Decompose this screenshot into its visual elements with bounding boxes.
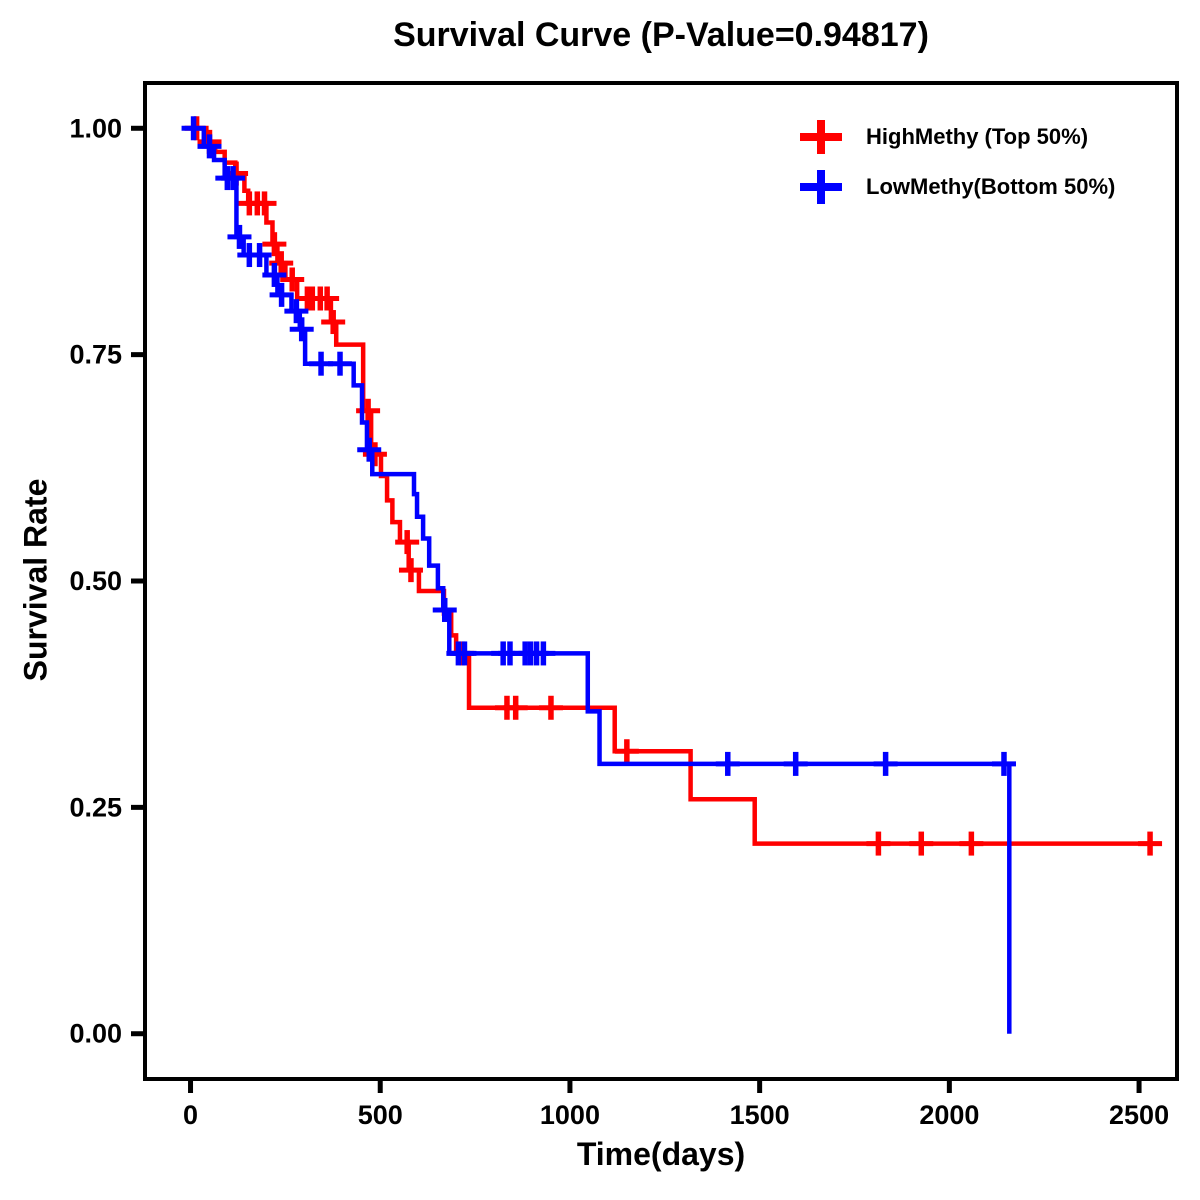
- censor-mark-lowmethy: [991, 751, 1016, 776]
- censor-mark-highmethy: [866, 831, 891, 856]
- censor-mark-lowmethy: [284, 299, 309, 324]
- censor-mark-highmethy: [398, 558, 423, 583]
- censor-mark-highmethy: [614, 739, 639, 764]
- legend-label-highmethy: HighMethy (Top 50%): [866, 124, 1089, 149]
- censor-mark-lowmethy: [452, 641, 477, 666]
- x-axis-label: Time(days): [576, 1136, 746, 1172]
- censor-mark-highmethy: [356, 398, 381, 423]
- censor-mark-lowmethy: [269, 282, 294, 307]
- survival-curve-highmethy: [184, 116, 1163, 856]
- plot-border: [143, 81, 1179, 1081]
- censor-mark-lowmethy: [715, 751, 740, 776]
- censor-mark-highmethy: [262, 232, 287, 257]
- chart-title: Survival Curve (P-Value=0.94817): [393, 16, 929, 54]
- censor-mark-lowmethy: [783, 751, 808, 776]
- censor-mark-highmethy: [538, 695, 563, 720]
- lowmethy-plus-icon: [800, 170, 842, 204]
- y-tick-label: 0.75: [69, 340, 122, 370]
- x-tick-label: 500: [358, 1100, 403, 1130]
- censor-mark-lowmethy: [328, 351, 353, 376]
- y-tick-label: 0.00: [69, 1019, 122, 1049]
- censor-mark-highmethy: [909, 831, 934, 856]
- censor-mark-highmethy: [959, 831, 984, 856]
- censor-mark-lowmethy: [531, 641, 556, 666]
- x-tick-label: 1500: [730, 1100, 790, 1130]
- survival-curve-lowmethy: [181, 116, 1016, 1034]
- censor-mark-lowmethy: [227, 224, 252, 249]
- censor-mark-lowmethy: [221, 166, 246, 191]
- legend: HighMethy (Top 50%) LowMethy(Bottom 50%): [796, 112, 1115, 212]
- censor-mark-highmethy: [1138, 831, 1163, 856]
- curve-path-highmethy: [190, 126, 1162, 846]
- x-tick-label: 0: [183, 1100, 198, 1130]
- y-tick-label: 0.25: [69, 792, 122, 822]
- censor-mark-highmethy: [395, 530, 420, 555]
- x-tick-label: 2500: [1109, 1100, 1169, 1130]
- curve-path-lowmethy: [190, 126, 1012, 1034]
- censor-mark-highmethy: [252, 191, 277, 216]
- legend-item-lowmethy: LowMethy(Bottom 50%): [796, 162, 1115, 212]
- x-tick-label: 1000: [540, 1100, 600, 1130]
- censor-mark-lowmethy: [432, 597, 457, 622]
- censor-mark-highmethy: [503, 695, 528, 720]
- censor-mark-lowmethy: [873, 751, 898, 776]
- y-tick-label: 0.50: [69, 566, 122, 596]
- legend-label-lowmethy: LowMethy(Bottom 50%): [866, 174, 1116, 199]
- highmethy-plus-icon: [800, 120, 842, 154]
- censor-mark-lowmethy: [247, 243, 272, 268]
- x-tick-label: 2000: [919, 1100, 979, 1130]
- censor-mark-lowmethy: [181, 116, 206, 141]
- censor-mark-highmethy: [315, 286, 340, 311]
- censor-mark-lowmethy: [262, 262, 287, 287]
- censor-mark-lowmethy: [197, 134, 222, 159]
- censor-mark-highmethy: [321, 310, 346, 335]
- legend-item-highmethy: HighMethy (Top 50%): [796, 112, 1115, 162]
- y-tick-label: 1.00: [69, 113, 122, 143]
- censor-mark-lowmethy: [357, 437, 382, 462]
- censor-mark-highmethy: [280, 267, 305, 292]
- censor-mark-lowmethy: [289, 317, 314, 342]
